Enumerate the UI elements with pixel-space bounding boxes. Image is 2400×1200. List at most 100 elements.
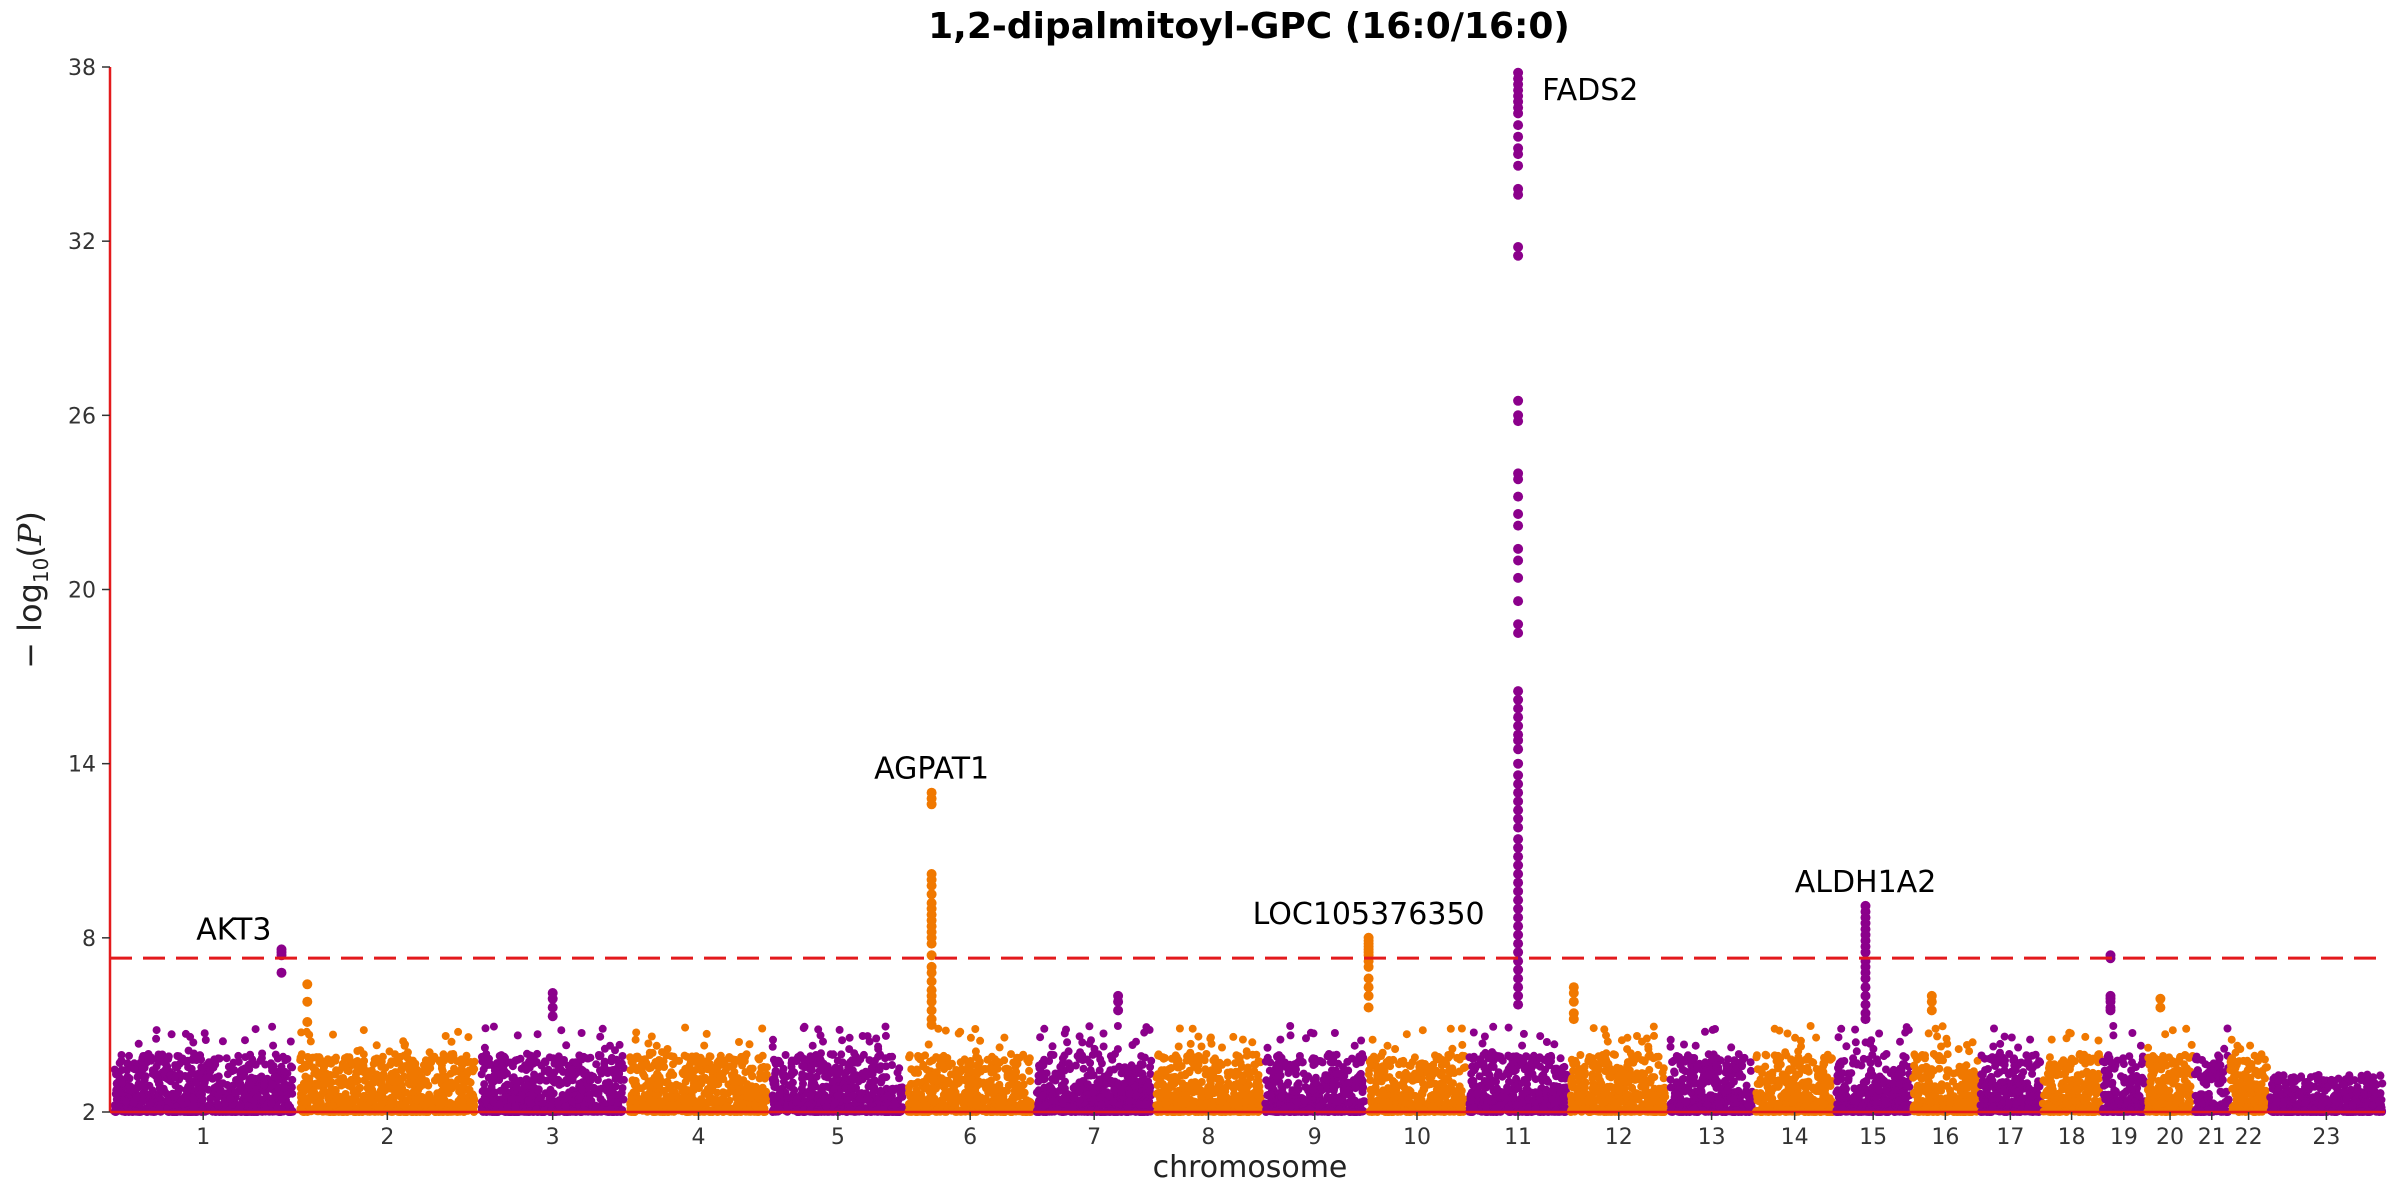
snp-point (206, 1094, 215, 1103)
snp-point (1018, 1073, 1027, 1082)
snp-point (927, 1092, 936, 1100)
snp-point (183, 1086, 192, 1095)
snp-point (268, 1080, 277, 1089)
snp-point (705, 1087, 714, 1096)
snp-point (1206, 1033, 1215, 1042)
snp-point (759, 1062, 768, 1071)
snp-point (1243, 1068, 1251, 1077)
snp-point (1152, 1089, 1161, 1098)
snp-point (792, 1097, 801, 1106)
snp-point (669, 1101, 677, 1110)
snp-point (1174, 1042, 1183, 1051)
snp-point (211, 1057, 220, 1066)
snp-point (774, 1103, 783, 1112)
snp-point (626, 1053, 635, 1062)
snp-point (470, 1057, 479, 1066)
snp-point (260, 1081, 268, 1090)
snp-point (735, 1038, 743, 1046)
snp-point (817, 1087, 826, 1096)
snp-point (586, 1090, 595, 1099)
snp-point (557, 1079, 566, 1088)
snp-point (1113, 1022, 1122, 1030)
snp-point (542, 1076, 551, 1085)
chromosome-9-points (1261, 1022, 1369, 1116)
snp-point (1211, 1054, 1219, 1063)
snp-point (719, 1088, 728, 1097)
snp-point (246, 1050, 255, 1059)
chromosome-8-points (1152, 1024, 1265, 1116)
snp-point (1194, 1032, 1203, 1041)
snp-point (855, 1095, 864, 1103)
snp-point (200, 1029, 209, 1038)
snp-point (807, 1066, 816, 1075)
snp-point (163, 1096, 172, 1105)
snp-point (695, 1084, 703, 1093)
snp-point (1165, 1082, 1174, 1091)
snp-point (1078, 1056, 1087, 1064)
snp-point (1037, 1068, 1046, 1077)
snp-point (164, 1055, 173, 1063)
snp-point (462, 1051, 471, 1060)
snp-point (779, 1069, 788, 1078)
snp-point (170, 1073, 179, 1082)
snp-point (435, 1057, 444, 1066)
snp-point (754, 1054, 763, 1063)
snp-point (284, 1100, 293, 1109)
snp-point (847, 1084, 856, 1093)
snp-point (611, 1067, 620, 1076)
snp-point (1128, 1041, 1137, 1049)
snp-point (645, 1051, 654, 1059)
snp-point (1208, 1101, 1217, 1110)
snp-point (1147, 1056, 1156, 1065)
snp-point (420, 1080, 429, 1089)
snp-point (513, 1055, 522, 1064)
snp-point (571, 1058, 580, 1067)
snp-point (1197, 1042, 1206, 1051)
snp-point (734, 1056, 743, 1065)
snp-point (1057, 1072, 1066, 1081)
snp-point (1107, 1076, 1116, 1085)
snp-point (1223, 1106, 1232, 1115)
snp-point (331, 1085, 340, 1094)
snp-point (271, 1073, 280, 1082)
snp-point (688, 1094, 697, 1103)
snp-point (844, 1063, 853, 1072)
snp-point (421, 1056, 430, 1065)
snp-point (596, 1051, 605, 1060)
snp-point (305, 1074, 314, 1083)
snp-point (877, 1076, 886, 1085)
snp-point (391, 1068, 400, 1077)
snp-point (214, 1091, 223, 1100)
snp-point (1093, 1082, 1102, 1090)
snp-point (257, 1054, 266, 1063)
snp-point (867, 1063, 876, 1072)
snp-point (660, 1063, 669, 1071)
snp-point (748, 1064, 757, 1073)
snp-point (507, 1095, 516, 1104)
snp-point (949, 1089, 958, 1098)
snp-point (441, 1073, 450, 1082)
snp-point (1000, 1033, 1009, 1042)
snp-point (315, 1053, 324, 1062)
snp-point (951, 1100, 960, 1109)
snp-point (837, 1050, 846, 1059)
snp-point (828, 1077, 837, 1086)
snp-point (939, 1051, 948, 1060)
snp-point (1248, 1097, 1257, 1106)
snp-point (152, 1069, 161, 1078)
snp-point (328, 1101, 337, 1110)
snp-point (138, 1065, 147, 1074)
snp-point (514, 1095, 523, 1103)
snp-point (1075, 1086, 1084, 1095)
chromosome-4-points (626, 1023, 771, 1116)
snp-point (562, 1041, 571, 1050)
snp-point (214, 1101, 223, 1110)
snp-point (792, 1055, 801, 1064)
snp-point (311, 1090, 320, 1099)
snp-point (438, 1067, 447, 1076)
snp-point (189, 1038, 198, 1047)
snp-point (965, 1092, 974, 1101)
snp-point (1085, 1022, 1094, 1031)
snp-point (1182, 1056, 1191, 1065)
